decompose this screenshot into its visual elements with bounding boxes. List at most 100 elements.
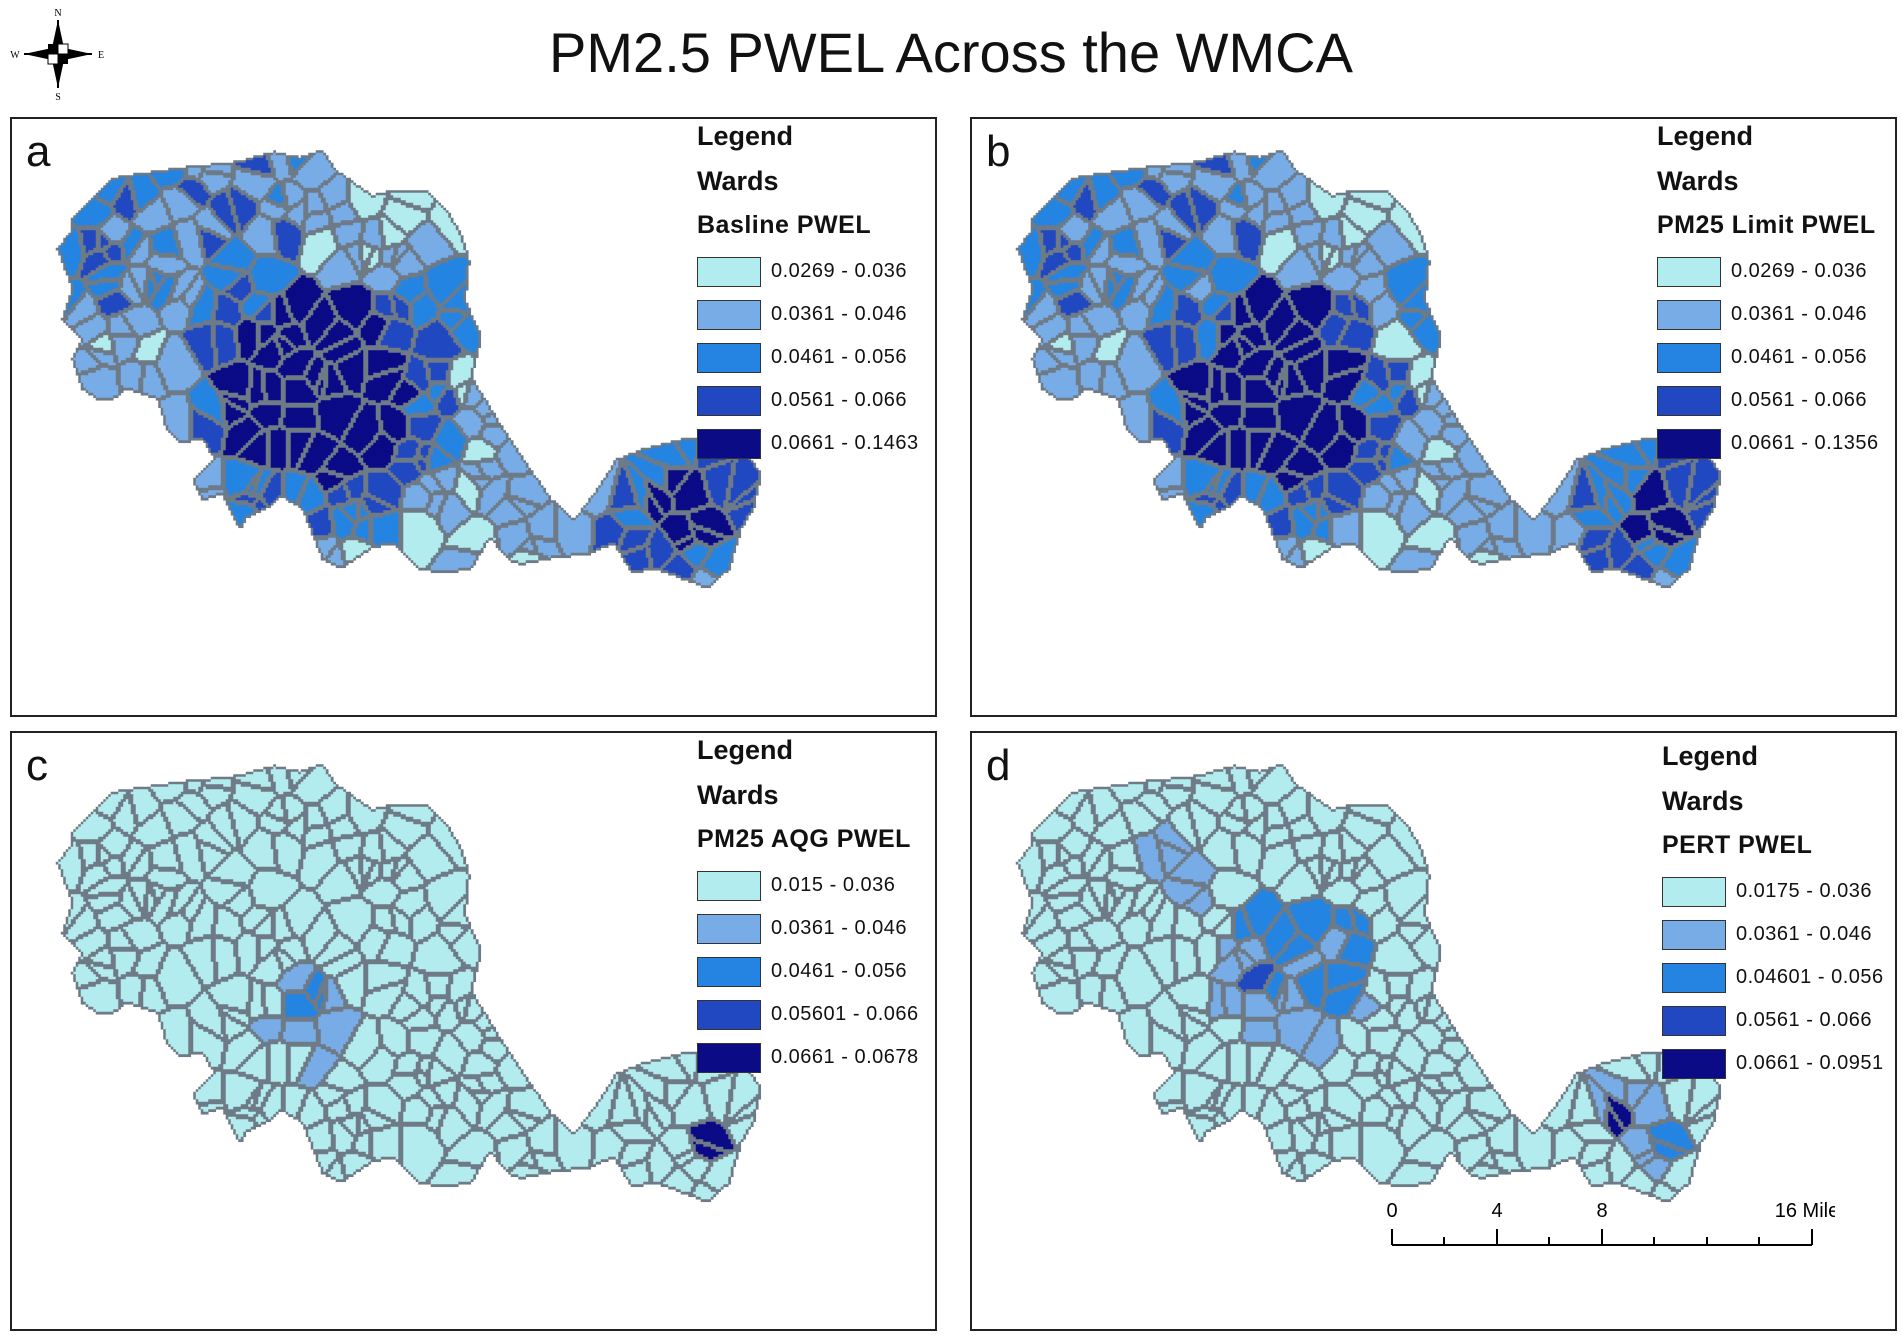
ward-area [361,240,364,243]
ward-area [318,220,321,223]
ward-area [406,203,409,206]
ward-area [283,153,286,156]
ward-area [296,155,299,158]
ward-area [198,170,201,173]
ward-area [208,193,211,196]
ward-area [206,223,209,226]
ward-area [326,248,329,251]
ward-area [121,240,124,243]
ward-area [81,253,84,256]
ward-area [146,175,149,178]
ward-area [186,238,189,241]
ward-area [191,238,194,241]
ward-area [381,250,384,253]
ward-area [318,253,321,256]
ward-area [116,195,119,198]
ward-area [313,223,316,226]
ward-area [78,223,81,226]
ward-area [191,205,194,208]
ward-area [276,238,279,241]
ward-area [361,228,364,231]
ward-area [331,185,334,188]
ward-area [353,188,356,191]
ward-area [163,250,166,253]
ward-area [198,180,201,183]
ward-area [286,245,289,248]
ward-area [173,203,176,206]
ward-area [256,195,259,198]
ward-area [281,225,284,228]
ward-area [228,175,231,178]
ward-area [218,163,221,166]
ward-area [198,188,201,191]
ward-area [198,240,201,243]
ward-area [146,238,149,241]
ward-area [326,188,329,191]
ward-area [396,250,399,253]
ward-area [431,208,434,211]
ward-area [366,228,369,231]
ward-area [403,253,406,256]
ward-area [268,220,271,223]
ward-area [213,240,216,243]
ward-area [258,165,261,168]
ward-area [256,165,259,168]
ward-area [253,215,256,218]
ward-area [218,208,221,211]
ward-area [363,223,366,226]
ward-area [111,243,114,246]
ward-area [436,200,439,203]
ward-area [131,240,134,243]
ward-area [336,173,339,176]
ward-area [248,158,251,161]
ward-area [233,210,236,213]
ward-area [443,235,446,238]
ward-area [418,205,421,208]
ward-area [318,248,321,251]
ward-area [248,193,251,196]
ward-area [321,225,324,228]
ward-area [273,185,276,188]
ward-area [248,243,251,246]
ward-area [336,183,339,186]
ward-area [253,238,256,241]
ward-area [343,220,346,223]
ward-area [213,195,216,198]
ward-area [281,158,284,161]
ward-area [193,210,196,213]
ward-area [138,193,141,196]
ward-area [391,243,394,246]
ward-area [218,200,221,203]
ward-area [276,228,279,231]
ward-area [68,250,71,253]
ward-area [286,205,289,208]
ward-area [356,210,359,213]
ward-area [376,225,379,228]
ward-area [396,210,399,213]
ward-area [98,250,101,253]
ward-area [243,220,246,223]
ward-area [158,238,161,241]
ward-area [308,195,311,198]
ward-area [433,215,436,218]
ward-area [136,245,139,248]
ward-area [388,235,391,238]
ward-area [238,185,241,188]
ward-area [353,253,356,256]
ward-area [271,168,274,171]
ward-area [296,198,299,201]
ward-area [113,203,116,206]
ward-area [246,228,249,231]
ward-area [86,235,89,238]
ward-area [223,238,226,241]
ward-area [118,218,121,221]
ward-area [341,183,344,186]
ward-area [171,175,174,178]
ward-area [271,160,274,163]
ward-area [248,173,251,176]
ward-area [243,163,246,166]
ward-area [423,213,426,216]
ward-area [103,188,106,191]
ward-area [126,205,129,208]
ward-area [258,213,261,216]
